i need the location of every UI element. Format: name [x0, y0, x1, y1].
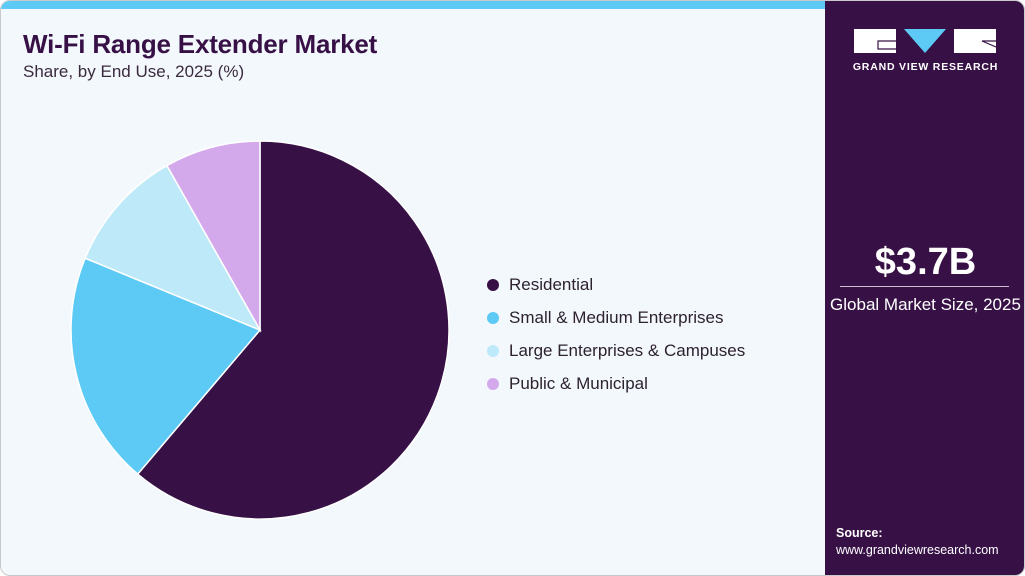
legend-item-residential: Residential: [487, 268, 745, 301]
market-size-value: $3.7B: [874, 241, 977, 283]
pie-slice-public-municipal: [165, 140, 261, 333]
legend-label: Small & Medium Enterprises: [509, 307, 724, 327]
pie-slice-residential: [136, 140, 450, 520]
source-link[interactable]: www.grandviewresearch.com: [836, 543, 999, 557]
legend-dot-icon: [487, 278, 499, 291]
info-sidebar: GRAND VIEW RESEARCH $3.7B Global Market …: [825, 1, 1024, 575]
legend-dot-icon: [487, 311, 499, 324]
source-label: Source:: [836, 526, 883, 540]
gvr-logo-icon: [854, 29, 996, 53]
divider: [840, 286, 1009, 287]
legend-label: Residential: [509, 274, 594, 294]
chart-legend: Residential Small & Medium Enterprises L…: [487, 268, 745, 400]
chart-title: Wi-Fi Range Extender Market: [23, 29, 378, 59]
chart-subtitle: Share, by End Use, 2025 (%): [23, 62, 245, 81]
legend-item-public: Public & Municipal: [487, 367, 745, 400]
legend-label: Public & Municipal: [509, 373, 648, 393]
legend-dot-icon: [487, 344, 499, 357]
legend-dot-icon: [487, 377, 499, 390]
legend-label: Large Enterprises & Campuses: [509, 340, 746, 360]
legend-item-sme: Small & Medium Enterprises: [487, 301, 745, 334]
pie-chart: [70, 140, 450, 520]
accent-bar: [1, 1, 825, 9]
pie-slice-large-enterprises-campuses: [84, 164, 262, 332]
brand-name: GRAND VIEW RESEARCH: [852, 61, 999, 73]
market-size-label: Global Market Size, 2025: [830, 295, 1021, 314]
legend-item-large-enterprises: Large Enterprises & Campuses: [487, 334, 745, 367]
pie-slice-small-medium-enterprises: [70, 257, 262, 476]
